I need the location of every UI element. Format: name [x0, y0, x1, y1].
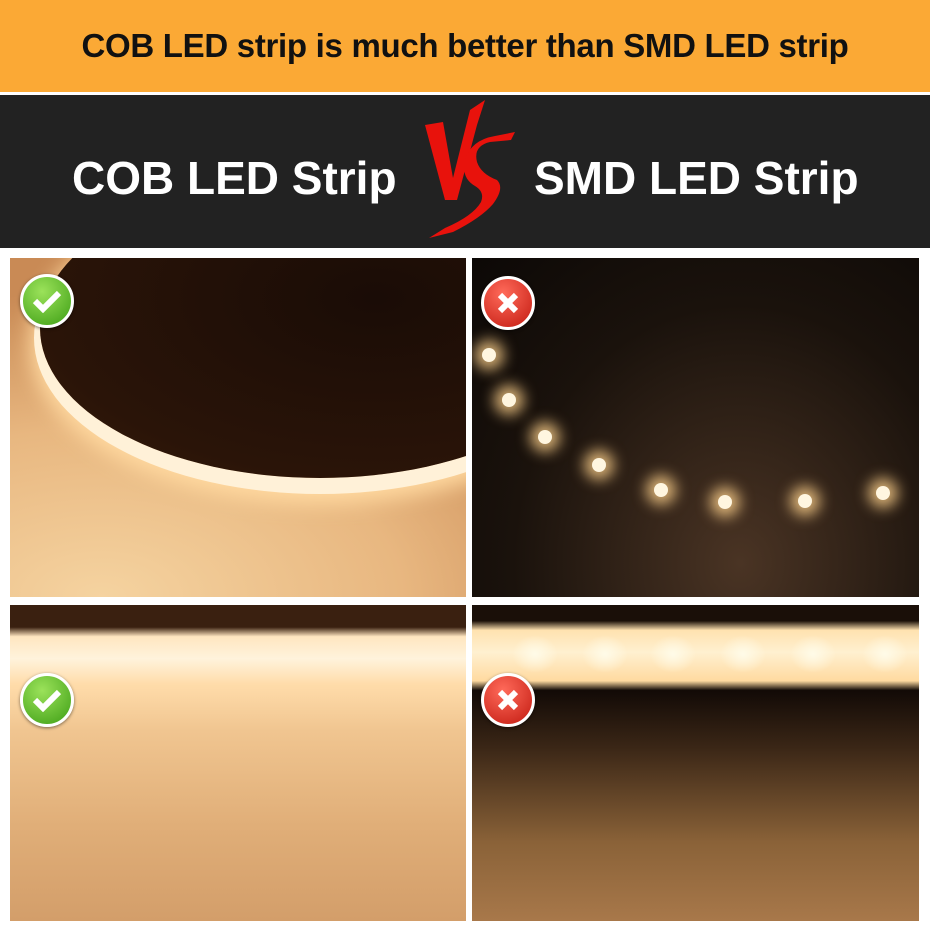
headline: COB LED strip is much better than SMD LE… — [81, 27, 849, 64]
cross-icon — [481, 276, 535, 330]
smd-strip-photo-curved — [472, 258, 919, 597]
headline-banner: COB LED strip is much better than SMD LE… — [0, 0, 930, 92]
cob-strip-photo-curved — [10, 258, 466, 597]
cob-strip-photo-straight — [10, 605, 466, 921]
smd-strip-photo-straight — [472, 605, 919, 921]
cross-icon — [481, 673, 535, 727]
cob-label: COB LED Strip — [72, 152, 397, 204]
check-icon — [20, 274, 74, 328]
smd-label: SMD LED Strip — [534, 152, 859, 204]
check-icon — [20, 673, 74, 727]
vs-logo — [425, 100, 515, 238]
